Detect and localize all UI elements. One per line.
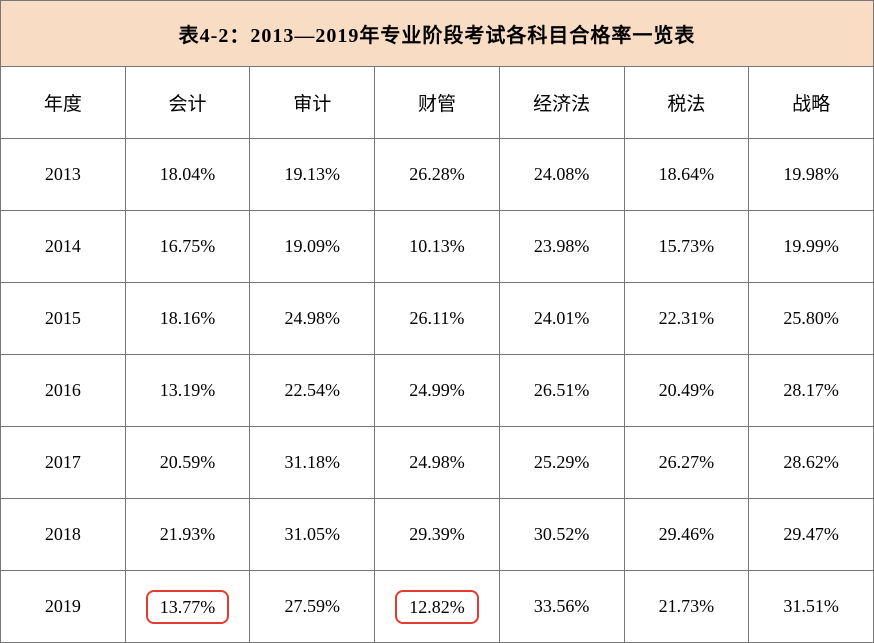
highlight-box: 12.82% (395, 590, 479, 624)
table-row: 201821.93%31.05%29.39%30.52%29.46%29.47% (1, 499, 874, 571)
column-header: 会计 (125, 67, 250, 139)
table-row: 201518.16%24.98%26.11%24.01%22.31%25.80% (1, 283, 874, 355)
table-title: 表4-2：2013—2019年专业阶段考试各科目合格率一览表 (1, 1, 874, 67)
table-header-row: 年度会计审计财管经济法税法战略 (1, 67, 874, 139)
value-cell: 29.39% (375, 499, 500, 571)
value-cell: 23.98% (499, 211, 624, 283)
value-cell: 20.59% (125, 427, 250, 499)
value-cell: 31.51% (749, 571, 874, 643)
value-cell: 18.04% (125, 139, 250, 211)
value-cell: 33.56% (499, 571, 624, 643)
year-cell: 2019 (1, 571, 126, 643)
table-row: 201318.04%19.13%26.28%24.08%18.64%19.98% (1, 139, 874, 211)
value-cell: 24.08% (499, 139, 624, 211)
value-cell: 26.51% (499, 355, 624, 427)
value-cell: 20.49% (624, 355, 749, 427)
value-cell: 30.52% (499, 499, 624, 571)
value-cell: 25.80% (749, 283, 874, 355)
value-cell: 29.46% (624, 499, 749, 571)
table-row: 201613.19%22.54%24.99%26.51%20.49%28.17% (1, 355, 874, 427)
value-cell: 19.09% (250, 211, 375, 283)
value-cell: 28.17% (749, 355, 874, 427)
value-cell: 29.47% (749, 499, 874, 571)
value-cell: 24.98% (375, 427, 500, 499)
value-cell: 27.59% (250, 571, 375, 643)
value-cell: 26.11% (375, 283, 500, 355)
year-cell: 2015 (1, 283, 126, 355)
table-row: 2019 13.77% 27.59% 12.82% 33.56%21.73%31.51% (1, 571, 874, 643)
highlight-box: 13.77% (146, 590, 230, 624)
value-cell: 28.62% (749, 427, 874, 499)
value-cell: 31.18% (250, 427, 375, 499)
value-cell: 16.75% (125, 211, 250, 283)
value-cell: 26.27% (624, 427, 749, 499)
value-cell: 18.16% (125, 283, 250, 355)
table-body: 年度会计审计财管经济法税法战略201318.04%19.13%26.28%24.… (1, 67, 874, 643)
value-cell: 24.01% (499, 283, 624, 355)
column-header: 审计 (250, 67, 375, 139)
value-cell: 15.73% (624, 211, 749, 283)
value-cell: 10.13% (375, 211, 500, 283)
value-cell: 24.98% (250, 283, 375, 355)
pass-rate-table-container: 表4-2：2013—2019年专业阶段考试各科目合格率一览表 年度会计审计财管经… (0, 0, 874, 643)
value-cell: 24.99% (375, 355, 500, 427)
value-cell: 19.99% (749, 211, 874, 283)
value-cell: 25.29% (499, 427, 624, 499)
pass-rate-table: 表4-2：2013—2019年专业阶段考试各科目合格率一览表 年度会计审计财管经… (0, 0, 874, 643)
value-cell: 26.28% (375, 139, 500, 211)
value-cell: 19.13% (250, 139, 375, 211)
year-cell: 2017 (1, 427, 126, 499)
column-header: 年度 (1, 67, 126, 139)
value-cell: 22.54% (250, 355, 375, 427)
value-cell: 13.19% (125, 355, 250, 427)
value-cell: 13.77% (125, 571, 250, 643)
year-cell: 2016 (1, 355, 126, 427)
value-cell: 12.82% (375, 571, 500, 643)
table-row: 201720.59%31.18%24.98%25.29%26.27%28.62% (1, 427, 874, 499)
column-header: 税法 (624, 67, 749, 139)
value-cell: 22.31% (624, 283, 749, 355)
table-row: 201416.75%19.09%10.13%23.98%15.73%19.99% (1, 211, 874, 283)
value-cell: 18.64% (624, 139, 749, 211)
year-cell: 2013 (1, 139, 126, 211)
value-cell: 19.98% (749, 139, 874, 211)
value-cell: 31.05% (250, 499, 375, 571)
value-cell: 21.73% (624, 571, 749, 643)
value-cell: 21.93% (125, 499, 250, 571)
year-cell: 2014 (1, 211, 126, 283)
year-cell: 2018 (1, 499, 126, 571)
column-header: 财管 (375, 67, 500, 139)
column-header: 战略 (749, 67, 874, 139)
column-header: 经济法 (499, 67, 624, 139)
